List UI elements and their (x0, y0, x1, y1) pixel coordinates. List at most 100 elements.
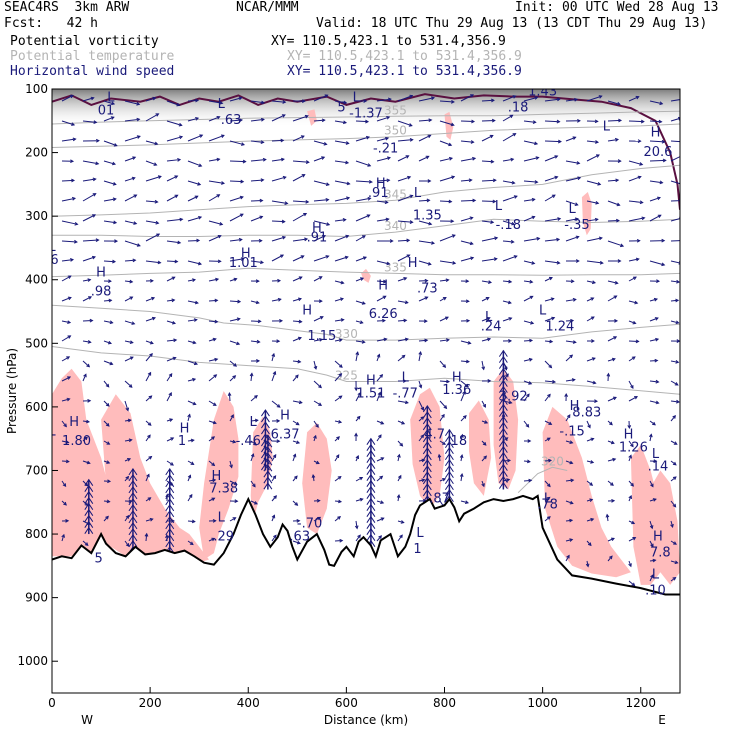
wind-arrowhead (155, 220, 160, 225)
wind-arrow (166, 339, 177, 342)
wind-arrow (229, 258, 244, 262)
updraft-arrowhead (498, 469, 508, 477)
wind-arrowhead (572, 297, 577, 302)
wind-arrowhead (148, 455, 153, 460)
wind-arrow (376, 457, 384, 462)
wind-arrow (565, 298, 576, 302)
wind-arrowhead (147, 497, 152, 501)
wind-arrow (397, 534, 403, 542)
field-annotation: H (378, 278, 388, 293)
wind-arrowhead (107, 340, 113, 345)
wind-arrowhead (631, 356, 636, 360)
wind-arrowhead (635, 257, 640, 262)
wind-arrowhead (472, 198, 477, 203)
updraft-arrowhead (128, 521, 138, 530)
wind-arrow (166, 276, 175, 282)
wind-arrowhead (212, 402, 217, 406)
wind-arrowhead (363, 99, 368, 103)
wind-arrowhead (359, 320, 364, 324)
wind-arrow (208, 100, 223, 104)
wind-arrowhead (61, 533, 65, 538)
field-annotation: -.70 (297, 517, 322, 532)
wind-arrowhead (147, 371, 152, 376)
wind-arrowhead (404, 300, 409, 305)
wind-arrowhead (340, 280, 345, 285)
wind-arrowhead (83, 373, 87, 378)
wind-arrowhead (590, 316, 595, 320)
wind-arrowhead (490, 159, 495, 164)
wind-arrow (187, 279, 196, 282)
wind-arrow (61, 376, 71, 382)
updraft-arrowhead (366, 479, 376, 487)
updraft-arrowhead (498, 379, 508, 387)
updraft-arrowhead (84, 478, 94, 486)
wind-arrow (124, 194, 137, 202)
wind-arrowhead (187, 413, 191, 418)
wind-arrow (355, 300, 366, 305)
wind-arrow (565, 98, 578, 102)
field-annotation: 3.92 (499, 390, 528, 405)
wind-arrow (187, 319, 197, 322)
wind-arrowhead (129, 296, 134, 300)
field-annotation: 1 (178, 434, 186, 449)
wind-arrowhead (276, 404, 281, 408)
wind-arrow (271, 236, 286, 242)
wind-arrowhead (339, 538, 344, 543)
wind-arrow (82, 97, 94, 102)
wind-arrowhead (149, 353, 153, 357)
wind-arrowhead (401, 354, 406, 359)
wind-arrowhead (405, 155, 410, 159)
wind-arrowhead (232, 517, 237, 521)
wind-arrowhead (631, 582, 636, 587)
wind-arrowhead (313, 434, 317, 439)
wind-arrowhead (106, 460, 111, 464)
wind-arrow (355, 352, 359, 362)
wind-arrow (103, 260, 116, 263)
wind-arrowhead (212, 518, 217, 523)
wind-arrowhead (590, 437, 595, 442)
wind-arrow (292, 213, 307, 222)
wind-arrow (376, 500, 384, 504)
wind-arrow (565, 379, 575, 382)
terrain-ground (52, 495, 680, 693)
wind-arrow (397, 319, 407, 322)
wind-arrow (481, 135, 494, 142)
wind-arrowhead (443, 405, 448, 410)
wind-arrowhead (635, 339, 640, 344)
wind-arrow (166, 357, 176, 362)
wind-arrow (670, 117, 680, 122)
wind-arrowhead (92, 255, 96, 260)
wind-arrow (649, 480, 654, 487)
wind-arrowhead (448, 156, 454, 161)
field-annotation: L (402, 370, 410, 385)
wind-arrow (82, 178, 96, 182)
wind-arrowhead (655, 400, 660, 405)
wind-arrowhead (337, 516, 341, 520)
updraft-arrowhead (84, 502, 94, 510)
wind-arrowhead (425, 155, 430, 160)
wind-arrow (334, 256, 348, 262)
wind-arrowhead (84, 436, 88, 441)
wind-arrow (61, 95, 74, 102)
updraft-arrowhead (422, 477, 432, 485)
wind-arrowhead (273, 495, 277, 499)
wind-arrowhead (178, 122, 183, 127)
pv-region (101, 394, 209, 563)
wind-arrowhead (610, 482, 614, 486)
wind-arrow (355, 340, 365, 343)
wind-arrow (649, 338, 659, 342)
wind-arrowhead (276, 339, 281, 344)
wind-arrow (544, 194, 556, 202)
wind-arrow (649, 120, 662, 123)
wind-arrow (418, 199, 430, 202)
wind-arrow (670, 440, 678, 445)
wind-arrowhead (315, 424, 319, 428)
updraft-arrowhead (165, 491, 175, 500)
wind-arrowhead (594, 217, 599, 222)
wind-arrow (649, 520, 653, 529)
wind-arrow (544, 155, 558, 162)
wind-arrow (208, 194, 220, 202)
wind-arrowhead (639, 200, 644, 205)
wind-arrow (544, 480, 551, 487)
wind-arrowhead (526, 393, 530, 398)
